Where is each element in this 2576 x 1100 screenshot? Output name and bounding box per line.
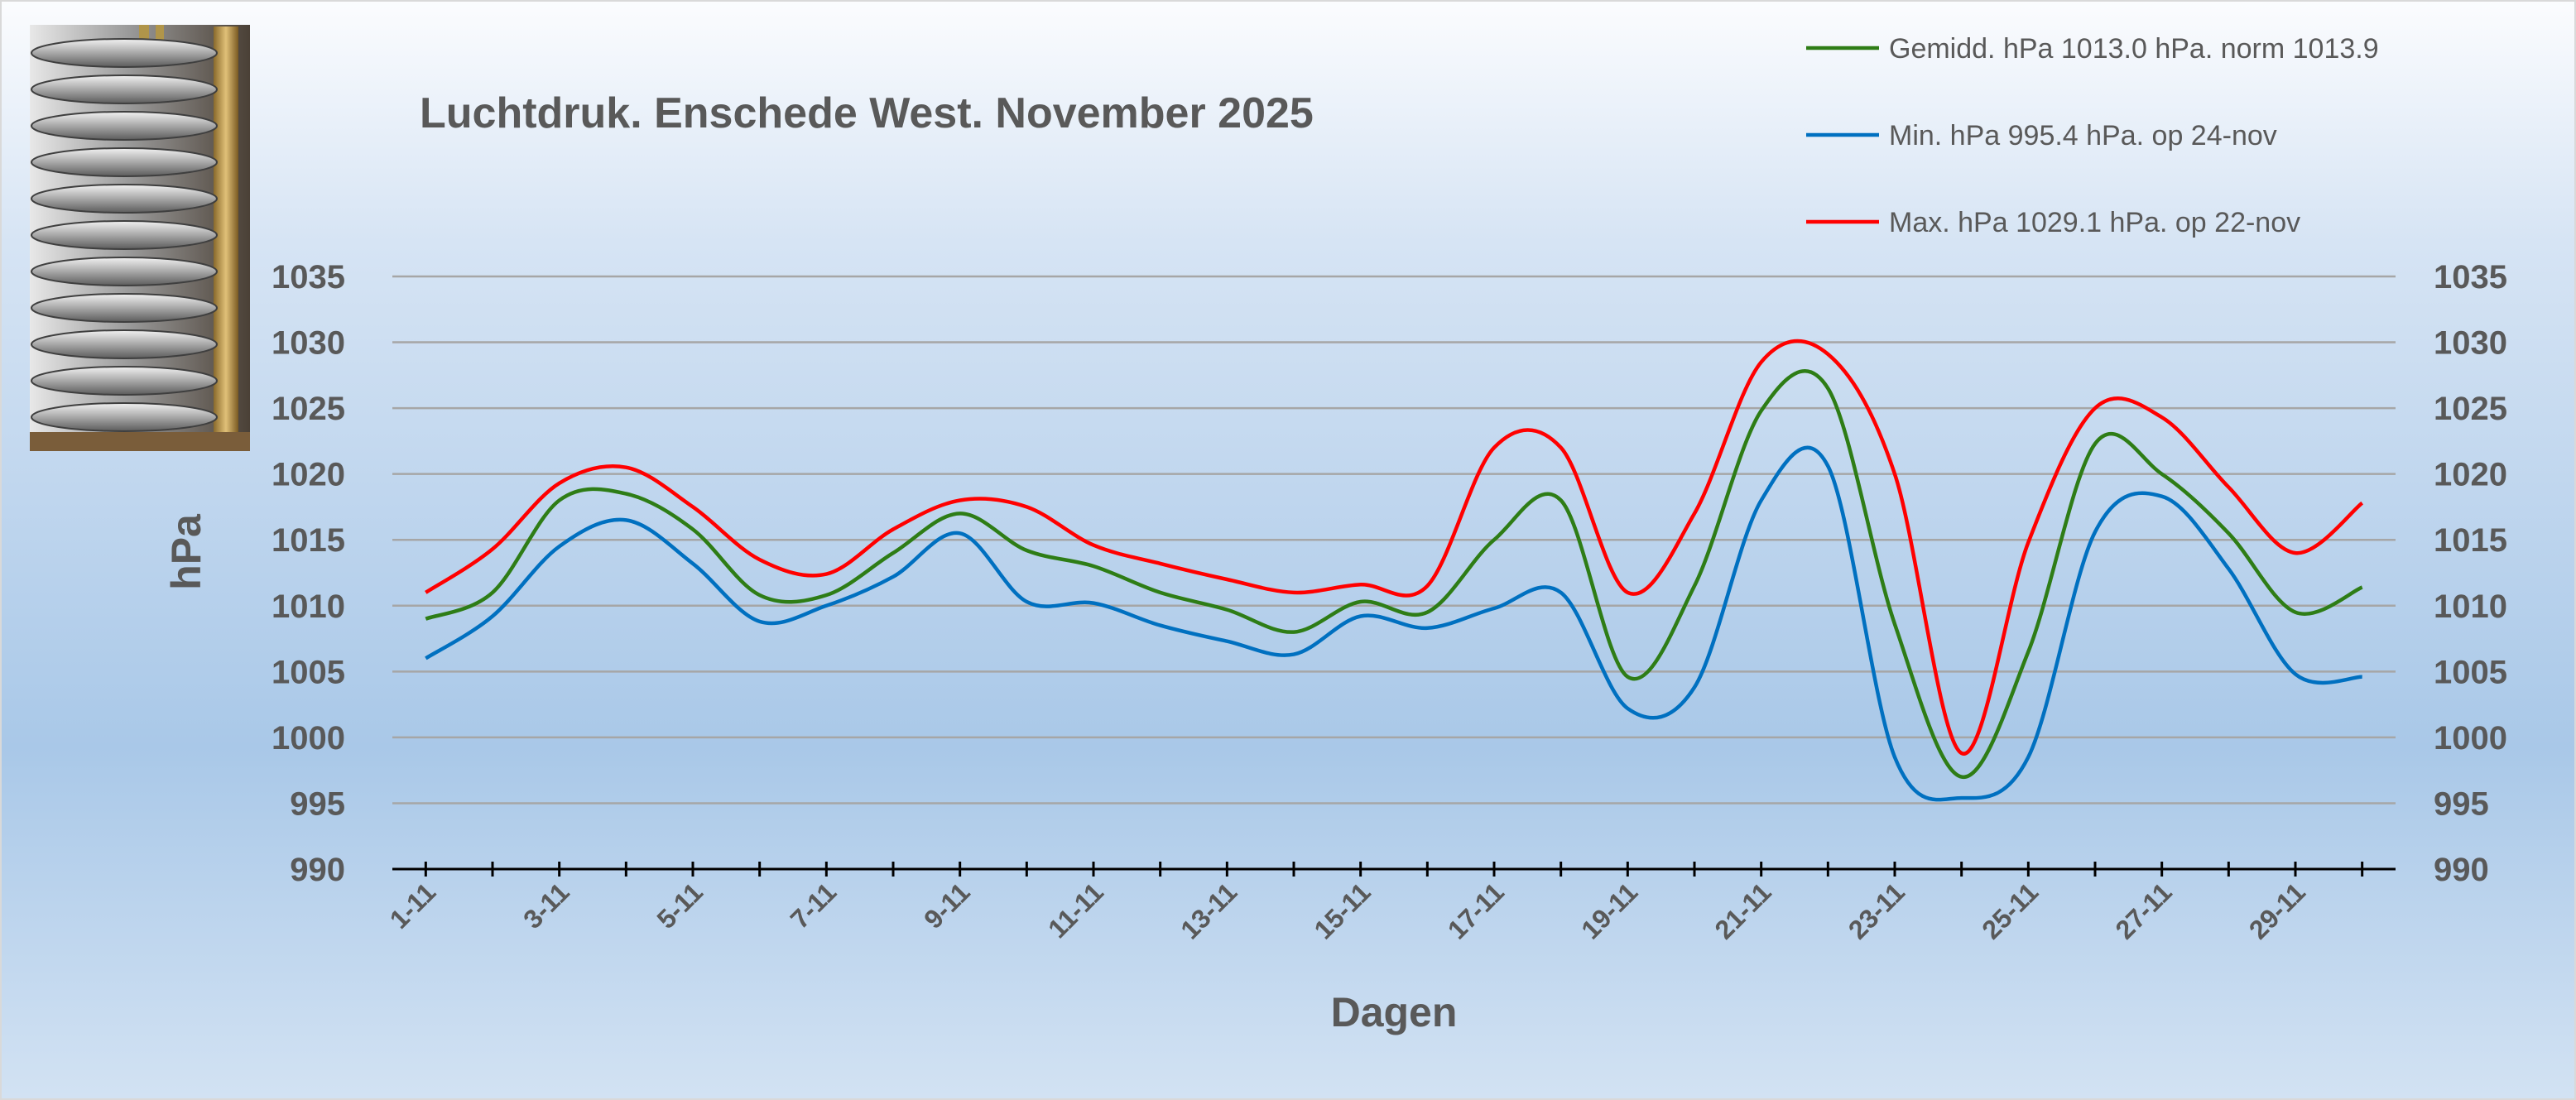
legend-gemidd-label: Gemidd. hPa 1013.0 hPa. norm 1013.9 [1889,33,2379,65]
y-tick-label-right: 1020 [2434,457,2507,493]
series-lines [425,339,2364,802]
x-tick-label: 27-11 [2110,877,2178,944]
legend-min-label: Min. hPa 995.4 hPa. op 24-nov [1889,120,2277,151]
capsule-disc [31,257,218,286]
x-tick-label: 9-11 [918,877,975,934]
x-tick-label: 1-11 [384,877,441,934]
y-tick-label-left: 1005 [272,654,345,690]
x-tick-label: 3-11 [517,877,574,934]
capsule-disc [31,38,218,68]
x-axis: 1-11 3-11 5-11 7-11 9-11 11-11 13-11 15-11 17-11… [384,862,2396,945]
y-tick-label-left: 995 [290,785,345,822]
y-tick-label-right: 1025 [2434,391,2507,427]
x-tick-label: 5-11 [651,877,708,934]
y-tick-label-right: 995 [2434,785,2489,822]
y-tick-label-left: 1025 [272,391,345,427]
chart-title: Luchtdruk. Enschede West. November 2025 [420,89,1314,137]
x-tick-label: 21-11 [1709,877,1777,944]
x-tick-label: 19-11 [1575,877,1643,944]
legend-max-label: Max. hPa 1029.1 hPa. op 22-nov [1889,207,2300,238]
capsule-disc [31,111,218,141]
y-tick-label-left: 1000 [272,720,345,757]
barometer-photo [30,25,250,451]
y-tick-label-left: 1035 [272,259,345,295]
y-tick-label-right: 1015 [2434,522,2507,559]
x-tick-label: 15-11 [1309,877,1377,944]
x-tick-label: 7-11 [785,877,842,934]
y-tick-label-right: 1010 [2434,588,2507,625]
capsule-disc [31,329,218,359]
series-max-line [425,339,2364,756]
legend: Gemidd. hPa 1013.0 hPa. norm 1013.9 Min. … [1806,33,2379,238]
y-tick-label-right: 1030 [2434,325,2507,362]
y-tick-label-right: 1035 [2434,259,2507,295]
x-tick-label: 17-11 [1442,877,1510,944]
x-axis-title: Dagen [1331,989,1458,1035]
capsule-disc [31,74,218,104]
x-tick-label: 23-11 [1843,877,1910,944]
gridlines [392,275,2396,805]
series-min-line [425,445,2362,802]
x-tick-label: 29-11 [2243,877,2311,944]
y-tick-label-right: 1005 [2434,654,2507,690]
x-tick-label: 25-11 [1976,877,2044,944]
x-tick-label: 11-11 [1042,877,1109,944]
y-axis-left: 990 995 1000 1005 1010 1015 1020 1025 1030 1035 [272,259,345,888]
y-tick-label-left: 1010 [272,588,345,625]
capsule-disc [31,293,218,323]
y-tick-label-left: 1020 [272,457,345,493]
capsule-disc [31,402,218,432]
capsule-disc [31,366,218,396]
y-tick-label-left: 1030 [272,325,345,362]
capsule-disc [31,147,218,177]
y-axis-title: hPa [163,513,209,590]
y-axis-right: 990 995 1000 1005 1010 1015 1020 1025 1030 1035 [2434,259,2507,888]
x-tick-label: 13-11 [1175,877,1242,944]
capsule-disc [31,220,218,250]
y-tick-label-left: 1015 [272,522,345,559]
series-gemidd-line [425,369,2363,779]
capsule-disc [31,184,218,214]
y-tick-label-right: 990 [2434,852,2489,888]
y-tick-label-right: 1000 [2434,720,2507,757]
y-tick-label-left: 990 [290,852,345,888]
